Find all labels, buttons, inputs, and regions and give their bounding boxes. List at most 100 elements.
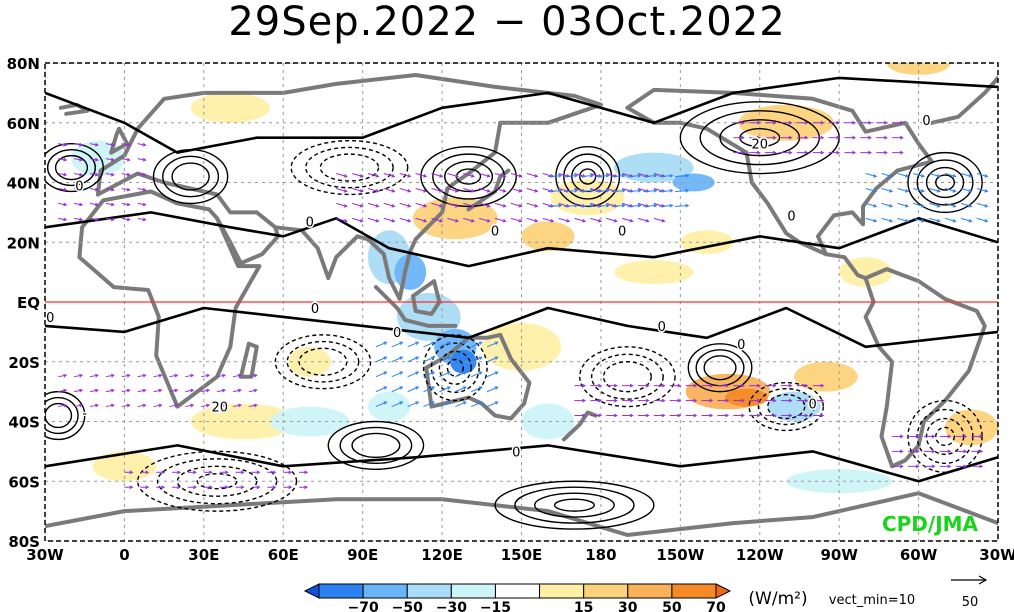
wave-vector-head — [177, 485, 182, 490]
contour-label: 0 — [809, 398, 817, 413]
wave-vector-head — [431, 386, 436, 390]
wave-vector-head — [558, 173, 563, 178]
wave-vector — [407, 386, 419, 393]
wave-vector-head — [237, 373, 242, 378]
wave-vector — [74, 158, 83, 161]
wave-vector-head — [110, 172, 115, 177]
wave-vector-head — [304, 485, 309, 490]
wave-vector — [486, 341, 498, 348]
y-tick-label: 60N — [7, 115, 40, 133]
wave-vector — [137, 389, 146, 393]
wave-vector — [579, 190, 594, 192]
wave-vector-head — [788, 383, 793, 388]
wave-vector-head — [142, 157, 147, 162]
wave-vector — [675, 175, 689, 178]
wave-vector-head — [653, 173, 658, 178]
colorbar-segment — [494, 583, 541, 599]
wave-vector-head — [193, 485, 197, 490]
wave-vector — [563, 205, 578, 207]
wave-vector-head — [126, 202, 131, 207]
wave-vector — [137, 202, 146, 206]
streamfunction-contours — [45, 76, 998, 530]
wave-vector-head — [272, 470, 277, 475]
wave-vector — [399, 173, 411, 178]
wave-vector-head — [979, 464, 984, 469]
wave-vector — [375, 341, 387, 348]
wave-vector-head — [534, 203, 539, 208]
wave-vector-head — [883, 120, 888, 125]
wave-vector-head — [936, 203, 941, 208]
contour-label: - — [82, 407, 87, 422]
wave-vector — [913, 202, 925, 207]
wave-vector-head — [415, 386, 420, 390]
wave-vector — [121, 173, 130, 176]
wave-vector-head — [110, 142, 115, 147]
wave-vector-head — [142, 217, 147, 222]
wave-vector — [881, 202, 893, 207]
wave-vector-head — [820, 413, 825, 418]
wave-vector — [960, 217, 972, 222]
wave-vector-head — [936, 174, 941, 178]
contour-negative — [196, 473, 238, 490]
wave-vector — [121, 389, 130, 393]
contour-positive — [494, 480, 655, 530]
wave-vector — [375, 356, 387, 363]
wave-vector-head — [237, 388, 242, 393]
x-tick-label: 60W — [900, 546, 938, 564]
wave-vector-head — [423, 189, 428, 193]
wave-vector-head — [502, 189, 507, 193]
wave-vector — [897, 217, 909, 222]
anomaly-patch — [270, 406, 350, 437]
wave-vector-head — [161, 485, 166, 490]
wave-vector-head — [629, 413, 634, 418]
colorbar-tick-label: 50 — [662, 600, 682, 612]
wave-vector-head — [852, 120, 857, 125]
wave-vector-head — [494, 401, 499, 405]
wave-vector-head — [407, 174, 412, 178]
wave-vector-head — [462, 401, 467, 405]
wave-vector-head — [391, 174, 396, 178]
wave-vector-head — [661, 383, 666, 388]
wave-vector — [423, 371, 435, 378]
coastline — [561, 410, 598, 442]
wave-vector — [399, 202, 411, 207]
wave-vector-head — [820, 398, 825, 403]
wave-vector-head — [110, 403, 115, 408]
wave-vector-head — [494, 341, 499, 346]
wave-vector — [439, 371, 451, 378]
wave-vector — [929, 173, 940, 178]
wave-vector-head — [359, 203, 364, 208]
wave-vector-head — [142, 403, 147, 408]
wave-vector-head — [725, 383, 730, 388]
wave-vector — [463, 187, 474, 192]
wave-vector-head — [756, 383, 761, 388]
wave-vector-head — [590, 203, 595, 208]
wave-vector-head — [391, 189, 396, 193]
contour-positive — [46, 148, 96, 187]
wave-vector-head — [177, 470, 182, 475]
wave-vector — [471, 401, 482, 408]
anomaly-patch — [521, 403, 575, 440]
contour-positive — [935, 174, 956, 191]
colorbar-tick-label: −70 — [348, 600, 379, 612]
wave-vector — [865, 202, 877, 207]
wave-vector — [74, 374, 83, 378]
wave-vector — [510, 217, 522, 222]
wave-vector — [486, 386, 498, 393]
wave-vector-head — [685, 188, 690, 193]
wave-vector-head — [375, 203, 380, 208]
colorbar-segment — [318, 583, 364, 599]
wave-vector-head — [454, 218, 460, 223]
wave-vector-head — [63, 202, 68, 207]
wave-vector-head — [756, 413, 761, 418]
contour-positive — [327, 420, 425, 470]
wave-vector-head — [253, 388, 258, 393]
wave-vector-head — [685, 173, 690, 178]
wave-vector — [153, 389, 162, 393]
colorbar-segment — [406, 583, 452, 599]
wave-vector — [153, 374, 162, 378]
wave-vector-head — [470, 203, 475, 208]
wave-vector — [137, 404, 146, 408]
contour-positive — [45, 142, 104, 193]
wave-vector-head — [804, 150, 809, 155]
